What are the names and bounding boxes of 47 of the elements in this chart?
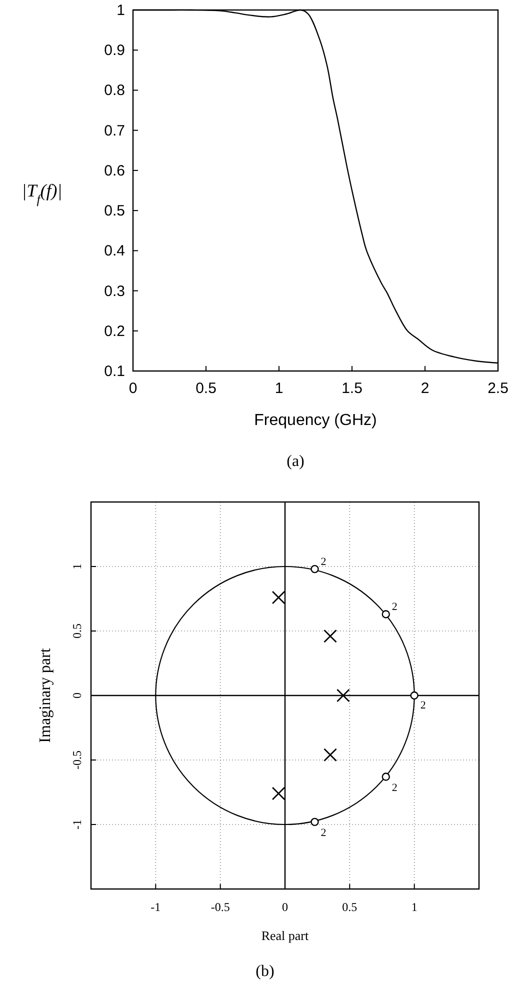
y-tick-label: 0.5: [104, 202, 125, 220]
y-tick-label: 0.8: [104, 82, 125, 100]
y-tick-label: 0.9: [104, 42, 125, 60]
x-tick-label: 2: [420, 380, 430, 397]
y-tick-label: -1: [70, 820, 84, 830]
y-tick-label: -0.5: [70, 750, 84, 770]
y-axis-title: Imaginary part: [37, 648, 54, 743]
y-axis-title: |T$_{f}$(f)|: [22, 180, 62, 206]
point: [310, 818, 319, 826]
point: [310, 564, 319, 574]
point: [272, 786, 286, 800]
x-tick-label: 2.5: [488, 380, 508, 397]
x-tick-label: 0.5: [196, 380, 216, 397]
y-tick-label: 0.6: [104, 162, 125, 180]
annotation: 2: [320, 556, 326, 568]
point: [272, 590, 286, 604]
point: [382, 610, 390, 618]
x-tick-label: 0: [128, 380, 138, 397]
point: [324, 748, 337, 762]
point: [410, 691, 418, 700]
point: [382, 772, 390, 781]
text: (b): [256, 963, 274, 980]
y-tick-label: 0.2: [104, 322, 125, 340]
x-axis-title: Frequency (GHz): [254, 412, 377, 429]
point: [336, 688, 350, 702]
y-tick-label: 0.5: [70, 624, 84, 638]
y-tick-label: 0.1: [104, 363, 125, 380]
y-tick-label: 1: [70, 564, 84, 570]
text: (a): [286, 453, 304, 470]
x-tick-label: 1: [411, 900, 418, 914]
y-tick-label: 1: [116, 2, 125, 19]
annotation: 2: [392, 601, 398, 614]
x-tick-label: 1: [274, 380, 284, 397]
y-tick-label: 0.4: [104, 242, 125, 260]
x-tick-label: -0.5: [210, 900, 230, 914]
x-tick-label: 0.5: [342, 900, 358, 914]
x-tick-label: 1.5: [342, 380, 362, 397]
annotation: 2: [420, 700, 426, 712]
x-axis-title: Real part: [261, 928, 310, 943]
annotation: 2: [392, 782, 398, 794]
annotation: 2: [320, 826, 326, 839]
y-tick-label: 0.7: [104, 122, 125, 140]
point: [324, 629, 337, 643]
x-tick-label: -1: [150, 900, 161, 914]
y-tick-label: 0: [70, 692, 84, 698]
y-tick-label: 0.3: [104, 282, 125, 300]
x-tick-label: 0: [282, 900, 288, 914]
